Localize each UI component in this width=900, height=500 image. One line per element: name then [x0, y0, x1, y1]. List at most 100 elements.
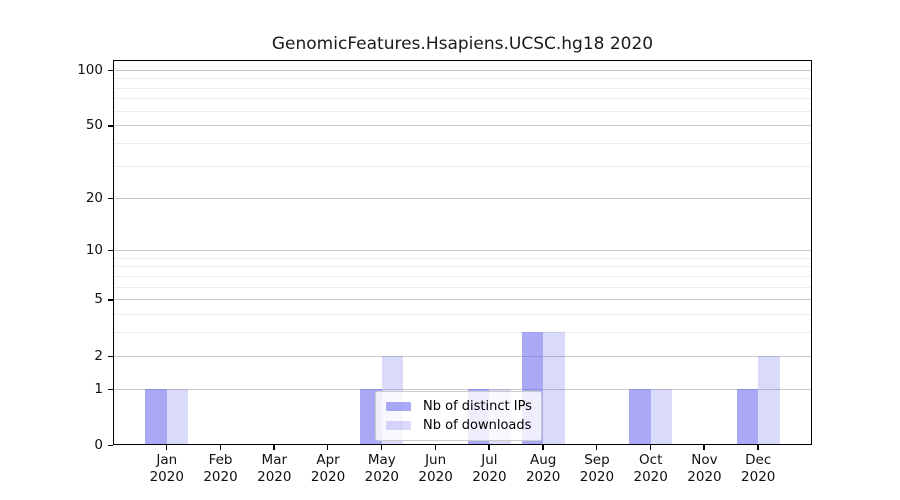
x-tick-month: Jul: [481, 452, 498, 468]
x-tick-year: 2020: [741, 469, 776, 485]
y-tick-mark: [108, 445, 113, 447]
x-tick-year: 2020: [579, 469, 615, 485]
x-tick-mark: [595, 445, 598, 450]
x-tick-mark: [165, 445, 168, 450]
x-tick-label: Jan 2020: [137, 452, 197, 486]
bar-downloads-oct: [650, 388, 673, 445]
x-tick-month: Jun: [425, 452, 447, 468]
y-tick-label: 1: [94, 380, 103, 397]
x-tick-mark: [703, 445, 705, 450]
gridline-minor: [113, 266, 812, 268]
y-tick-label: 100: [77, 61, 103, 78]
y-tick-label: 0: [94, 437, 103, 453]
gridline-minor: [113, 87, 812, 89]
x-tick-label: Mar 2020: [244, 452, 304, 486]
gridline-minor: [113, 165, 812, 167]
x-tick-month: Feb: [208, 452, 233, 468]
x-tick-mark: [380, 445, 383, 450]
x-tick-label: Sep 2020: [567, 452, 627, 486]
x-tick-mark: [542, 445, 544, 450]
x-tick-year: 2020: [687, 469, 722, 485]
y-tick-mark: [108, 69, 113, 72]
x-tick-label: Aug 2020: [513, 452, 573, 486]
x-tick-label: May 2020: [352, 452, 412, 486]
x-tick-year: 2020: [149, 469, 184, 485]
gridline-minor: [113, 110, 812, 112]
x-tick-month: Apr: [316, 452, 340, 468]
x-tick-month: Dec: [745, 452, 772, 468]
y-tick-mark: [108, 388, 113, 391]
gridline-minor: [113, 98, 812, 100]
x-tick-month: Oct: [639, 452, 663, 468]
x-tick-month: Aug: [529, 452, 557, 468]
x-tick-mark: [488, 445, 490, 450]
x-tick-mark: [649, 445, 652, 450]
gridline-major: [113, 299, 812, 301]
gridline-major: [113, 197, 812, 199]
x-tick-year: 2020: [257, 469, 292, 485]
x-tick-mark: [219, 445, 221, 450]
bar-downloads-dec: [758, 355, 780, 445]
x-tick-year: 2020: [203, 469, 238, 485]
x-tick-year: 2020: [633, 469, 668, 485]
x-tick-month: Mar: [261, 452, 288, 468]
x-tick-label: Jul 2020: [459, 452, 519, 486]
x-tick-mark: [757, 445, 759, 450]
y-tick-label: 5: [94, 291, 103, 308]
gridline-minor: [113, 286, 812, 288]
gridline-minor: [113, 275, 812, 277]
x-tick-label: Nov 2020: [674, 452, 734, 486]
y-tick-mark: [108, 299, 113, 301]
x-tick-year: 2020: [472, 469, 507, 485]
x-tick-year: 2020: [310, 469, 346, 485]
gridline-minor: [113, 332, 812, 334]
y-tick-mark: [108, 250, 113, 252]
gridline-minor: [113, 257, 812, 259]
x-tick-label: Apr 2020: [298, 452, 358, 486]
x-tick-month: Jan: [156, 452, 178, 468]
legend-label-distinct-ips: Nb of distinct IPs: [423, 399, 532, 414]
chart-title: GenomicFeatures.Hsapiens.UCSC.hg18 2020: [271, 34, 654, 54]
gridline-major: [113, 69, 812, 71]
legend-item-distinct-ips: Nb of distinct IPs: [386, 398, 532, 415]
y-tick-mark: [108, 197, 113, 199]
gridline-minor: [113, 78, 812, 80]
gridline-major: [113, 388, 812, 390]
bar-ips-jan: [145, 388, 167, 445]
bar-downloads-aug: [543, 332, 565, 445]
x-tick-month: Nov: [691, 452, 718, 468]
bar-ips-oct: [629, 388, 651, 445]
legend-swatch-downloads-icon: [386, 421, 411, 430]
legend-label-downloads: Nb of downloads: [423, 418, 532, 433]
x-tick-month: May: [367, 452, 396, 468]
gridline-minor: [113, 314, 812, 316]
legend-swatch-distinct-ips-icon: [386, 402, 411, 411]
x-tick-year: 2020: [364, 469, 400, 485]
x-tick-month: Sep: [584, 452, 610, 468]
y-tick-label: 2: [94, 347, 103, 364]
y-tick-mark: [108, 125, 113, 127]
gridline-major: [113, 250, 812, 252]
x-tick-year: 2020: [418, 469, 453, 485]
bar-ips-dec: [736, 388, 759, 445]
gridline-minor: [113, 143, 812, 145]
bar-downloads-jan: [166, 388, 189, 445]
x-tick-mark: [327, 445, 329, 450]
x-tick-mark: [434, 445, 436, 450]
plot-area: Nb of distinct IPs Nb of downloads: [113, 60, 812, 445]
y-tick-mark: [108, 355, 113, 358]
y-tick-label: 20: [85, 189, 103, 206]
y-tick-label: 10: [85, 242, 103, 259]
x-tick-label: Feb 2020: [191, 452, 251, 486]
x-tick-year: 2020: [525, 469, 561, 485]
x-tick-label: Jun 2020: [406, 452, 466, 486]
x-tick-mark: [273, 445, 275, 450]
y-tick-label: 50: [85, 117, 103, 134]
gridline-major: [113, 125, 812, 127]
gridline-major: [113, 355, 812, 357]
legend: Nb of distinct IPs Nb of downloads: [375, 391, 542, 441]
legend-item-downloads: Nb of downloads: [386, 417, 532, 434]
x-tick-label: Dec 2020: [728, 452, 788, 486]
x-tick-label: Oct 2020: [621, 452, 681, 486]
